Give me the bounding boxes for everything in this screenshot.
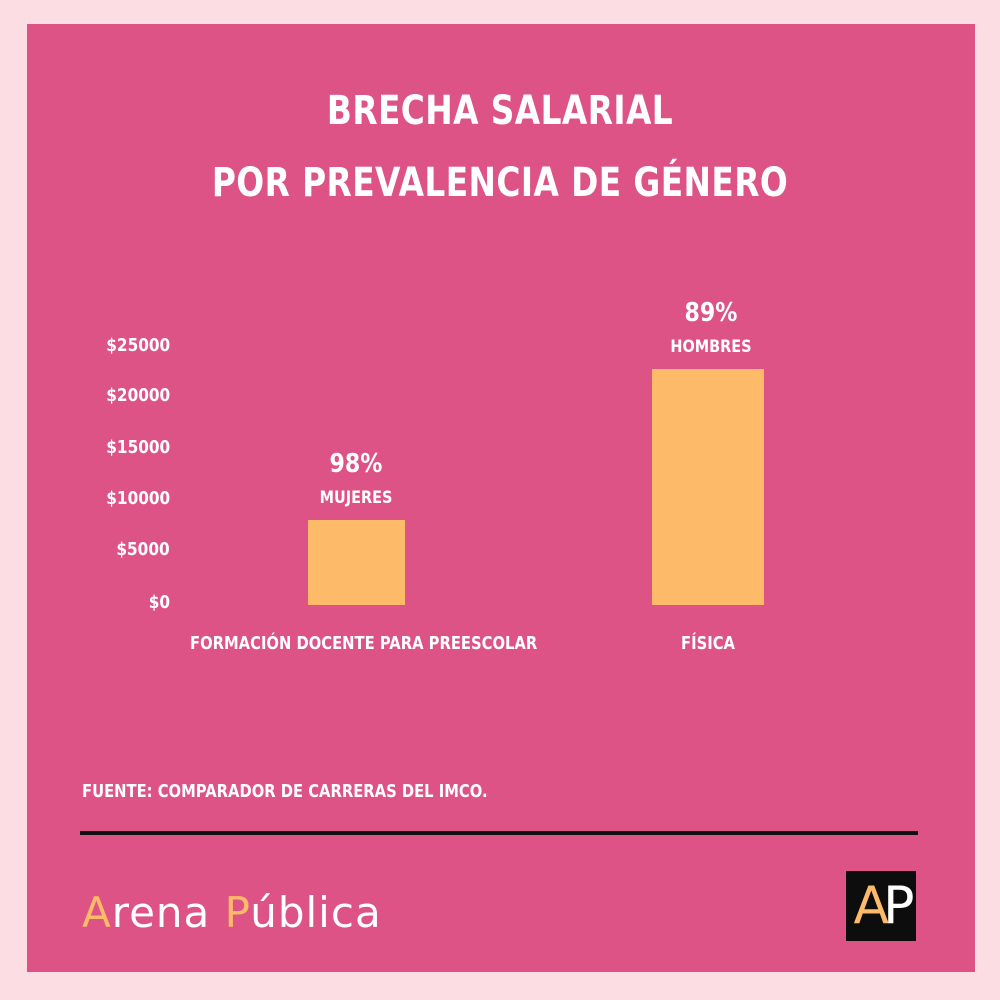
bar-1 <box>652 369 764 605</box>
x-category-label: FORMACIÓN DOCENTE PARA PREESCOLAR <box>190 633 538 654</box>
y-tick-label: $20000 <box>106 385 170 406</box>
brand-letter-a: A <box>82 888 112 937</box>
y-tick-label: $25000 <box>106 335 170 356</box>
title-line-2: POR PREVALENCIA DE GÉNERO <box>211 160 789 206</box>
bar-gender-label: HOMBRES <box>670 337 752 357</box>
logo-letter-p: P <box>883 876 914 936</box>
infographic-card <box>27 24 975 972</box>
divider-line <box>80 831 918 835</box>
x-category-label: FÍSICA <box>681 633 735 654</box>
y-tick-label: $0 <box>148 592 170 613</box>
source-note: FUENTE: COMPARADOR DE CARRERAS DEL IMCO. <box>82 781 488 802</box>
bar-0 <box>308 520 405 605</box>
title-line-1: BRECHA SALARIAL <box>326 88 674 134</box>
y-tick-label: $15000 <box>106 437 170 458</box>
bar-gender-label: MUJERES <box>319 488 393 508</box>
brand-word-rest-2: ública <box>250 888 382 937</box>
y-tick-label: $10000 <box>106 488 170 509</box>
brand-wordmark: Arena Pública <box>82 888 382 937</box>
logo-letter-a: A <box>853 876 889 936</box>
brand-word-rest-1: rena <box>111 888 225 937</box>
ap-logo: AP <box>846 871 916 941</box>
brand-letter-p: P <box>224 888 251 937</box>
y-tick-label: $5000 <box>116 539 170 560</box>
bar-percent-label: 89% <box>684 298 738 328</box>
bar-percent-label: 98% <box>329 449 383 479</box>
